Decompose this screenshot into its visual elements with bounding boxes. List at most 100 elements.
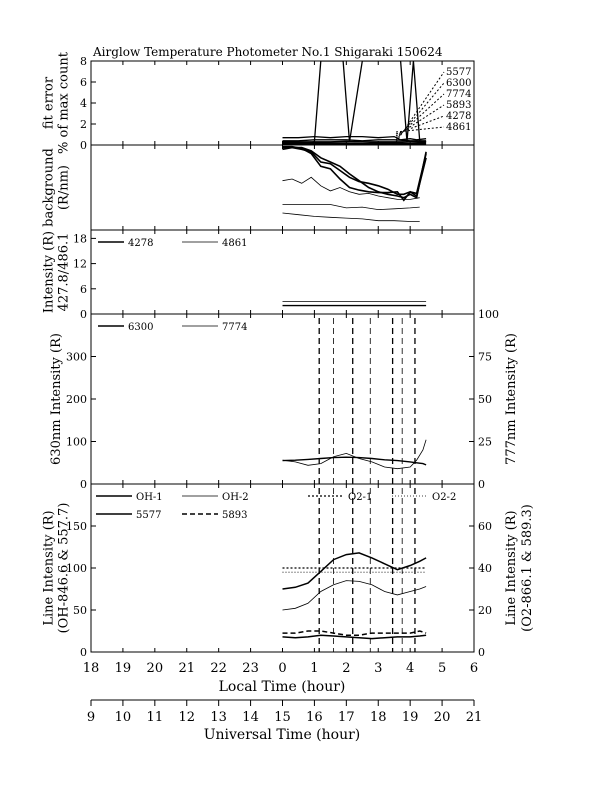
legend-label: 7774 — [446, 89, 471, 100]
legend-label: 4278 — [446, 111, 471, 122]
legend-label: 7774 — [222, 322, 247, 333]
local-tick-label: 21 — [178, 661, 195, 676]
ylabel-left: % of max count — [57, 51, 72, 154]
series-line-5577 — [282, 135, 427, 141]
legend-label: OH-1 — [136, 492, 163, 503]
series-group — [282, 488, 427, 652]
local-tick-label: 0 — [278, 661, 286, 676]
series-line-bg-5 — [282, 204, 420, 211]
ytick-label: 50 — [73, 604, 87, 617]
series-line-OH-2 — [282, 580, 427, 611]
series-line-6300 — [282, 456, 427, 466]
series-group — [282, 145, 427, 222]
series-line-OH-1 — [282, 552, 427, 590]
panel-frame — [90, 144, 475, 231]
legend-pointer — [395, 93, 445, 139]
local-tick-label: 22 — [210, 661, 227, 676]
ytick-right-label: 40 — [478, 562, 492, 575]
panel-intensity_blue: 0 6 12 18 Intensity (R) 427.8/486.1 4278 4861 — [42, 229, 475, 321]
series-line-4278 — [282, 142, 427, 145]
ylabel-left: 427.8/486.1 — [57, 233, 72, 312]
ytick-label: 4 — [80, 97, 87, 110]
ytick-right-label: 20 — [478, 604, 492, 617]
legend-pointer — [395, 104, 445, 137]
universal-tick-label: 18 — [370, 710, 387, 725]
local-tick-label: 1 — [310, 661, 318, 676]
series-line-bg-4 — [282, 176, 420, 200]
ytick-label: 6 — [80, 283, 87, 296]
series-group — [282, 301, 427, 307]
local-tick-label: 4 — [406, 661, 414, 676]
ylabel-left: Line Intensity (R) — [42, 510, 57, 625]
panel-background: background (R/nm) — [42, 144, 475, 231]
series-line-bg-3 — [282, 146, 427, 199]
ytick-label: 100 — [66, 562, 87, 575]
universal-tick-label: 14 — [242, 710, 259, 725]
series-group — [282, 318, 427, 484]
ytick-label: 300 — [66, 351, 87, 364]
local-tick-label: 6 — [470, 661, 478, 676]
legend-label: 6300 — [128, 322, 153, 333]
ylabel-left: Intensity (R) — [42, 231, 57, 313]
legend-pointer — [395, 126, 445, 133]
local-tick-label: 19 — [115, 661, 132, 676]
ytick-right-label: 75 — [478, 351, 492, 364]
local-tick-label: 5 — [438, 661, 446, 676]
ytick-right-label: 60 — [478, 520, 492, 533]
local-tick-label: 2 — [342, 661, 350, 676]
legend-label: O2-1 — [348, 492, 372, 503]
ytick-right-label: 50 — [478, 393, 492, 406]
legend-label: OH-2 — [222, 492, 249, 503]
ytick-label: 0 — [80, 478, 87, 491]
ylabel-left: (OH-846.6 & 557.7) — [57, 503, 72, 634]
local-time-label: Local Time (hour) — [219, 679, 346, 695]
ytick-label: 2 — [80, 118, 87, 131]
series-line-bg-6 — [282, 212, 420, 222]
ytick-label: 0 — [80, 139, 87, 152]
universal-tick-label: 11 — [147, 710, 164, 725]
panel-fit_error: 0 2 4 6 8 fit error% of max count 557763007774… — [42, 51, 475, 154]
ytick-label: 0 — [80, 308, 87, 321]
ylabel-right: Line Intensity (R) — [504, 510, 519, 625]
ytick-label: 200 — [66, 393, 87, 406]
ytick-label: 100 — [66, 436, 87, 449]
ytick-right-label: 100 — [478, 308, 499, 321]
universal-tick-label: 13 — [210, 710, 227, 725]
legend-label: 6300 — [446, 78, 471, 89]
local-tick-label: 18 — [83, 661, 100, 676]
series-line-5577 — [282, 634, 427, 640]
universal-tick-label: 20 — [434, 710, 451, 725]
legend-label: 5893 — [446, 100, 471, 111]
local-tick-label: 3 — [374, 661, 382, 676]
ylabel-right: (O2-866.1 & 589.3) — [520, 504, 535, 632]
series-line-6300 — [282, 139, 427, 142]
universal-tick-label: 15 — [274, 710, 291, 725]
universal-tick-label: 12 — [178, 710, 195, 725]
ylabel-left: (R/nm) — [57, 165, 72, 210]
universal-tick-label: 19 — [402, 710, 419, 725]
series-group — [282, 61, 427, 145]
local-tick-label: 20 — [147, 661, 164, 676]
ytick-right-label: 0 — [478, 478, 485, 491]
legend-label: 4861 — [222, 238, 247, 249]
legend-label: 5893 — [222, 510, 247, 521]
universal-tick-label: 10 — [115, 710, 132, 725]
ytick-label: 6 — [80, 76, 87, 89]
universal-time-label: Universal Time (hour) — [204, 727, 361, 743]
series-line-5893 — [282, 630, 427, 636]
series-line-7774 — [282, 140, 427, 143]
ytick-label: 0 — [80, 646, 87, 659]
legend-label: 4278 — [128, 238, 153, 249]
legend-label: 5577 — [446, 67, 471, 78]
ytick-label: 18 — [73, 232, 87, 245]
ylabel-left: 630nm Intensity (R) — [49, 333, 64, 465]
panel-frame — [90, 313, 475, 485]
series-line-7774 — [282, 439, 427, 470]
local-tick-label: 23 — [242, 661, 259, 676]
universal-tick-label: 16 — [306, 710, 323, 725]
ytick-right-label: 25 — [478, 436, 492, 449]
universal-tick-label: 17 — [338, 710, 355, 725]
